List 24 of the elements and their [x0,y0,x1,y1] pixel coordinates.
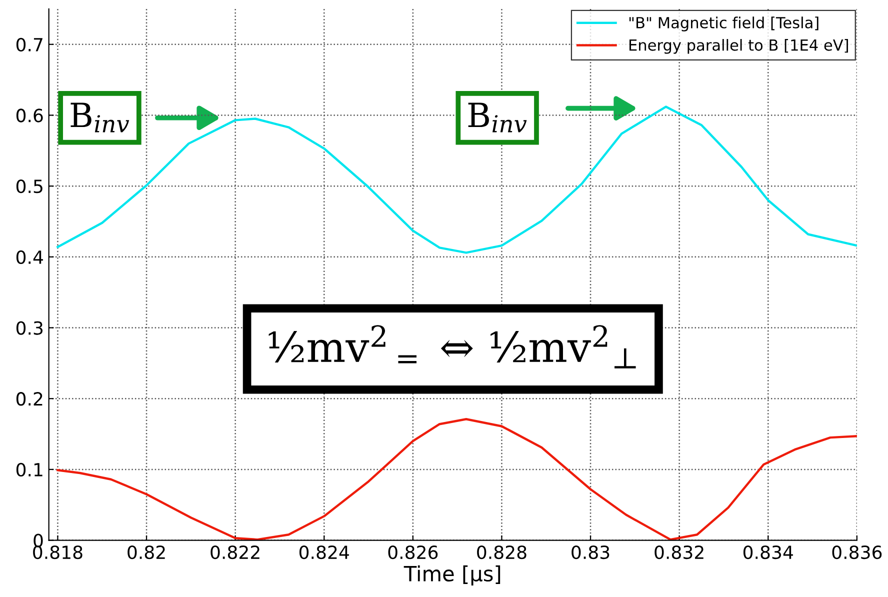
annotation: B$_{inv}$ [70,102,130,132]
x-tick-label: 0.834 [743,545,793,560]
x-tick-label: 0.824 [299,545,349,560]
y-tick-label: 0.6 [16,108,43,122]
x-tick-label: 0.82 [128,545,165,560]
y-tick-label: 0.7 [16,38,42,52]
legend-label: Energy parallel to B [1E4 eV] [629,39,848,54]
x-tick-label: 0.822 [210,545,260,560]
x-tick-label: 0.832 [654,545,704,560]
x-tick-label: 0.828 [477,545,526,560]
y-tick-label: 0.5 [16,180,42,194]
annotation: B$_{inv}$ [468,102,527,132]
x-tick-label: 0.83 [572,545,610,560]
line-series [56,418,857,540]
y-tick-label: 0.2 [16,392,42,406]
y-tick-label: 0.1 [16,462,42,477]
x-axis-title: Time [μs] [404,565,500,586]
y-tick-label: 0.3 [16,321,43,335]
annotation: ½mv$^{2}$$_{=}$ ⇔ ½mv$^{2}$$_{⊥}$ [268,325,636,368]
x-tick-label: 0.826 [388,545,438,560]
y-tick-label: 0.4 [16,250,43,264]
legend-label: "B" Magnetic field [Tesla] [629,16,818,32]
x-tick-label: 0.818 [33,545,82,560]
x-tick-label: 0.836 [832,545,882,560]
